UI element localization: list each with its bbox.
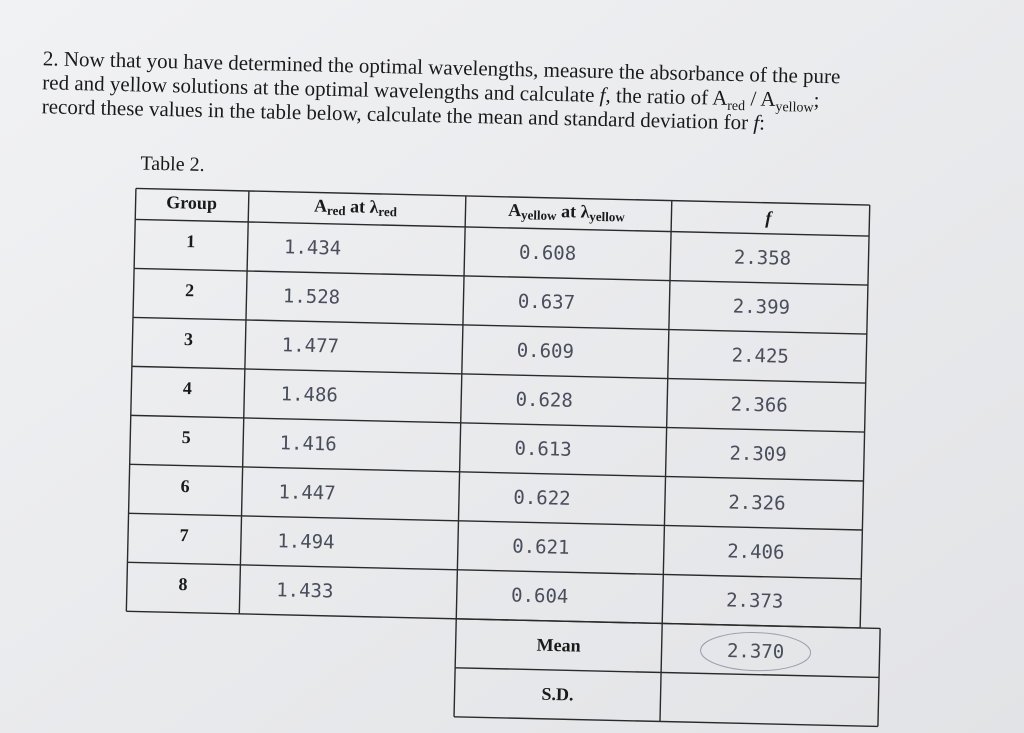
cell-value: 0.604: [511, 585, 569, 608]
text: yellow: [589, 209, 625, 225]
cell-value: 2.373: [726, 589, 784, 612]
text: ;: [813, 88, 819, 112]
table-rule: [455, 195, 467, 619]
text: yellow: [775, 100, 814, 116]
table-rule: [135, 187, 870, 206]
table-rule: [454, 716, 878, 728]
cell-value: 2.406: [727, 540, 785, 563]
table-rule: [125, 188, 137, 612]
text: A: [508, 200, 521, 220]
text: , the ratio of A: [605, 83, 728, 110]
table-rule: [132, 316, 867, 335]
group-number: 3: [184, 329, 193, 349]
text: red: [327, 203, 347, 218]
header-f: f: [765, 208, 773, 228]
table-rule: [238, 190, 250, 614]
table-rule: [135, 218, 870, 237]
table-rule: [130, 414, 865, 433]
cell-value: 0.621: [512, 536, 570, 559]
group-number: 2: [185, 280, 194, 300]
text: A: [314, 195, 327, 215]
table-rule: [134, 267, 868, 286]
group-number: 1: [186, 231, 195, 251]
group-number: 5: [182, 427, 191, 447]
text: red: [727, 99, 745, 114]
mean-label: Mean: [536, 635, 580, 656]
cell-value: 2.326: [728, 491, 786, 514]
text: :: [759, 111, 765, 135]
mean-value: 2.370: [727, 640, 785, 663]
circle-mark: [700, 632, 812, 672]
cell-value: 0.628: [515, 389, 573, 412]
cell-value: 0.622: [513, 487, 571, 510]
cell-value: 0.637: [518, 291, 576, 314]
header-ayellow: Ayellow at λyellow: [508, 200, 626, 225]
table-rule: [659, 623, 663, 722]
question-line: red and yellow solutions at the optimal …: [42, 70, 820, 116]
cell-value: 1.528: [283, 285, 341, 308]
group-number: 7: [179, 525, 188, 545]
cell-value: 1.477: [282, 334, 340, 357]
cell-value: 1.486: [280, 383, 338, 406]
table-rule: [877, 628, 881, 727]
text: at: [556, 201, 580, 222]
sd-label: S.D.: [541, 684, 573, 705]
table-rule: [127, 561, 862, 580]
text: red: [378, 204, 398, 219]
cell-value: 0.613: [514, 438, 572, 461]
table-rule: [131, 365, 866, 384]
text: f: [599, 83, 609, 107]
text: f: [753, 110, 763, 134]
text: / A: [745, 86, 777, 111]
text: λ: [369, 197, 378, 217]
group-number: 4: [183, 378, 192, 398]
cell-value: 1.434: [284, 236, 342, 259]
cell-value: 2.309: [729, 442, 787, 465]
text: λ: [580, 202, 589, 222]
cell-value: 1.433: [276, 579, 334, 602]
header-ared: Ared at λred: [314, 195, 398, 219]
table-rule: [661, 200, 673, 624]
cell-value: 2.358: [734, 247, 792, 270]
cell-value: 0.608: [519, 242, 577, 265]
table-rule: [129, 463, 864, 482]
cell-value: 1.494: [277, 530, 335, 553]
table-rule: [453, 618, 457, 717]
cell-value: 1.416: [279, 432, 337, 455]
header-group: Group: [166, 192, 217, 213]
table-rule: [455, 667, 880, 679]
text: at: [345, 196, 369, 217]
text: yellow: [521, 207, 557, 223]
table-caption: Table 2.: [140, 153, 205, 176]
group-number: 6: [180, 476, 189, 496]
table-rule: [859, 205, 871, 628]
cell-value: 2.425: [731, 344, 789, 367]
cell-value: 0.609: [516, 340, 574, 363]
cell-value: 2.366: [730, 393, 788, 416]
table-rule: [456, 618, 881, 630]
table-rule: [128, 512, 863, 531]
cell-value: 2.399: [733, 295, 791, 318]
cell-value: 1.447: [278, 481, 336, 504]
group-number: 8: [178, 574, 187, 594]
